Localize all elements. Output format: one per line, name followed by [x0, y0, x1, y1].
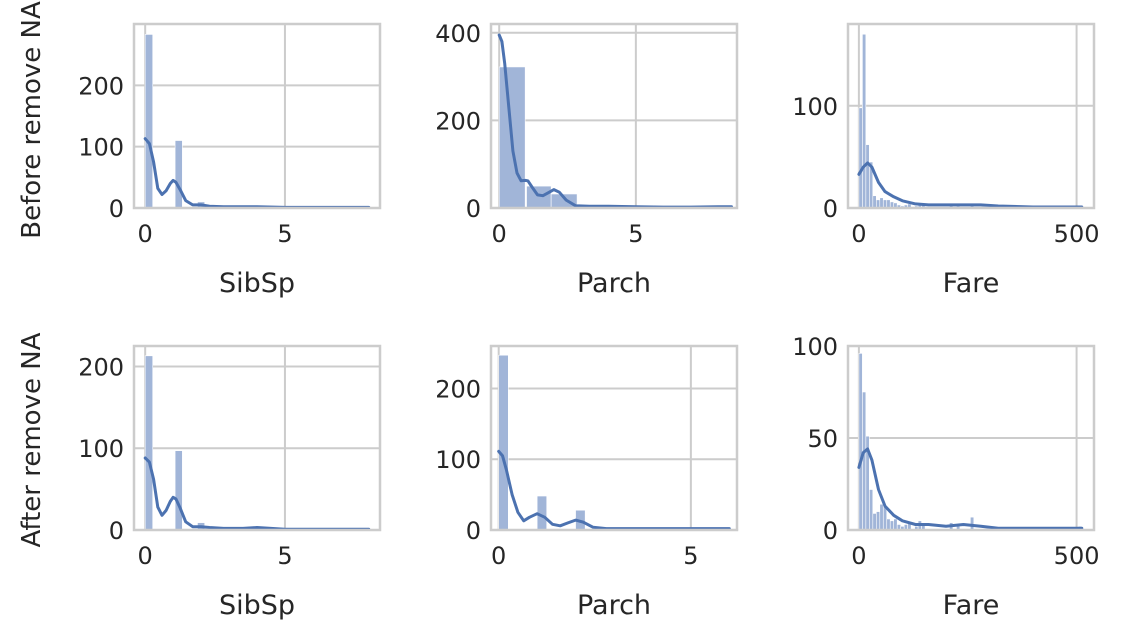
histogram-bar	[144, 355, 154, 531]
x-tick-label: 0	[851, 542, 866, 570]
y-tick-label: 0	[823, 195, 838, 223]
subplot-fare-after: 0 500 0 50 100 Fare	[792, 333, 1099, 621]
row-label-after: After remove NA	[17, 332, 47, 547]
subplot-fare-before: 0 500 0 100 Fare	[792, 22, 1100, 299]
kde-line	[857, 161, 1084, 209]
x-tick-label: 5	[628, 220, 643, 248]
y-tick-label: 200	[435, 107, 481, 135]
x-axis-label: SibSp	[219, 590, 295, 621]
histogram-bar	[872, 513, 877, 531]
x-tick-label: 5	[277, 542, 292, 570]
y-tick-label: 100	[78, 435, 124, 463]
axes-frame	[132, 344, 382, 532]
y-tick-label: 400	[435, 20, 481, 48]
x-axis-label: Fare	[943, 268, 1000, 299]
y-tick-label: 200	[435, 375, 481, 403]
y-tick-label: 100	[435, 446, 481, 474]
histogram-bar	[879, 197, 884, 209]
histogram-bar	[862, 33, 867, 209]
histogram-bar	[876, 511, 881, 531]
y-tick-label: 0	[109, 517, 124, 545]
histogram-bar	[174, 140, 183, 209]
axes-frame	[132, 22, 382, 210]
y-tick-label: 0	[466, 517, 481, 545]
axes-frame	[489, 22, 739, 210]
histogram-bar	[882, 505, 888, 531]
x-tick-label: 0	[492, 220, 507, 248]
histogram-bar	[970, 516, 975, 531]
kde-line	[497, 449, 731, 531]
histogram-bar	[858, 107, 863, 209]
x-axis-label: Parch	[577, 268, 651, 299]
histogram-bar	[144, 34, 154, 209]
y-tick-label: 100	[792, 333, 838, 361]
y-tick-label: 0	[109, 195, 124, 223]
y-tick-label: 200	[78, 72, 124, 100]
kde-line	[857, 447, 1084, 530]
histogram-bar	[889, 520, 895, 531]
x-tick-label: 5	[277, 220, 292, 248]
axes-frame	[846, 344, 1096, 532]
x-axis-label: Fare	[943, 590, 1000, 621]
kde-line	[143, 456, 371, 531]
y-tick-label: 50	[807, 425, 838, 453]
y-tick-label: 100	[78, 134, 124, 162]
histogram-bar	[893, 518, 898, 531]
x-axis-label: Parch	[577, 590, 651, 621]
subplot-parch-before: 0 5 0 200 400 Parch	[435, 20, 739, 299]
histogram-bar	[498, 354, 509, 531]
x-tick-label: 0	[138, 542, 153, 570]
y-tick-label: 0	[823, 517, 838, 545]
histogram-bar	[865, 144, 870, 209]
histogram-bar	[886, 518, 891, 531]
y-tick-label: 100	[792, 93, 838, 121]
histogram-bar	[879, 503, 884, 531]
x-tick-label: 0	[491, 542, 506, 570]
axes-frame	[846, 22, 1096, 210]
x-tick-label: 5	[683, 542, 698, 570]
x-axis-label: SibSp	[219, 268, 295, 299]
axes-frame	[489, 344, 739, 532]
y-tick-label: 0	[466, 195, 481, 223]
histogram-bar	[869, 489, 874, 531]
histogram-bar	[862, 391, 867, 531]
x-tick-label: 500	[1054, 220, 1100, 248]
histogram-bar	[858, 353, 863, 531]
row-label-before: Before remove NA	[17, 1, 47, 239]
x-tick-label: 0	[851, 220, 866, 248]
y-tick-label: 200	[78, 353, 124, 381]
x-tick-label: 0	[138, 220, 153, 248]
histogram-bar	[872, 195, 877, 209]
histogram-bar	[174, 450, 183, 531]
histogram-bar	[526, 185, 552, 209]
x-tick-label: 500	[1054, 542, 1100, 570]
